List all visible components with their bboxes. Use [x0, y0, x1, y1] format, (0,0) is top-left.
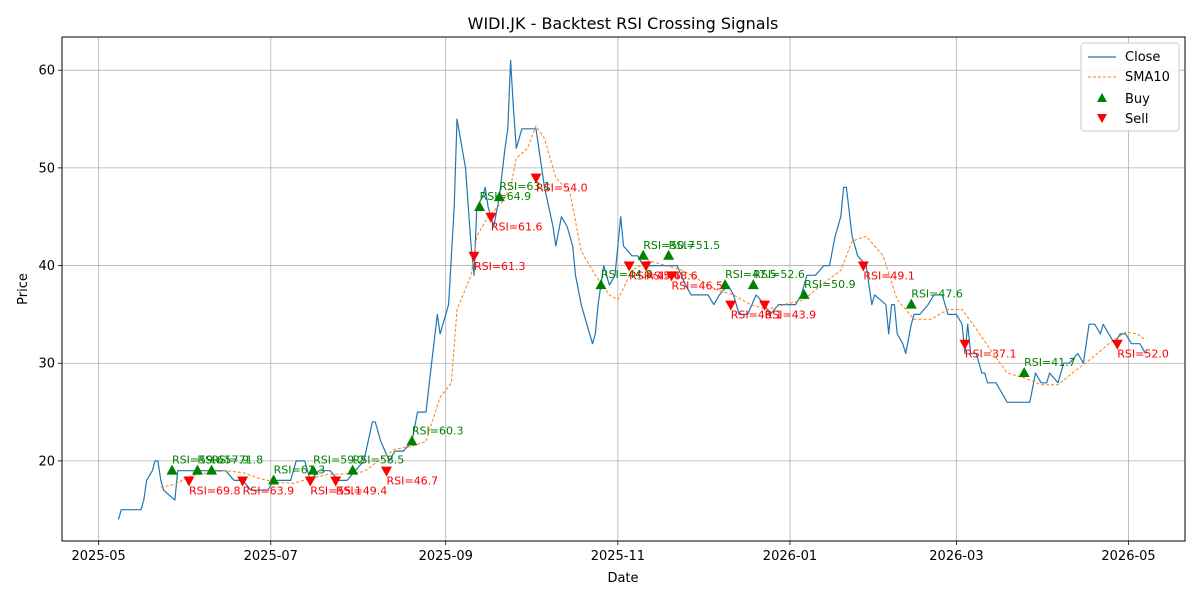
series [117, 59, 1147, 520]
legend-sell-label: Sell [1125, 112, 1148, 127]
buy-signal-label: RSI=59.6 [172, 454, 224, 467]
y-tick-label: 50 [38, 161, 55, 176]
sell-signal-marker [725, 300, 737, 311]
sell-signal-label: RSI=48.6 [646, 270, 698, 283]
sell-signal-label: RSI=45.6 [629, 270, 681, 283]
buy-signal-label: RSI=41.7 [1024, 356, 1076, 369]
legend-buy-label: Buy [1125, 92, 1150, 107]
buy-signal-label: RSI=50.9 [804, 278, 856, 291]
signal-labels: RSI=59.6RSI=57.9RSI=71.8RSI=61.3RSI=59.2… [172, 180, 1169, 497]
buy-signal-label: RSI=47.6 [911, 288, 963, 301]
x-tick-label: 2025-11 [591, 549, 645, 564]
sell-signal-marker [623, 261, 635, 272]
plot-frame [61, 36, 1186, 542]
sell-signal-marker [380, 466, 392, 477]
sell-signal-label: RSI=69.8 [189, 484, 241, 497]
x-axis-label: Date [607, 571, 638, 586]
buy-signal-marker [166, 464, 178, 475]
signal-markers [166, 173, 1123, 487]
sell-signal-marker [1111, 339, 1123, 350]
sell-signal-label: RSI=46.1 [731, 309, 783, 322]
buy-signal-label: RSI=63.1 [499, 180, 551, 193]
sell-signal-marker [183, 476, 195, 487]
buy-signal-label: RSI=64.9 [480, 190, 532, 203]
buy-signal-label: RSI=47.5 [725, 268, 777, 281]
sell-signal-label: RSI=55.1 [310, 484, 362, 497]
y-tick-label: 60 [38, 64, 55, 79]
buy-signal-marker [307, 464, 319, 475]
y-tick-label: 30 [38, 357, 55, 372]
sma10-line [160, 125, 1146, 488]
sell-signal-marker [485, 212, 497, 223]
sell-signal-label: RSI=37.1 [965, 348, 1017, 361]
buy-signal-label: RSI=61.3 [274, 463, 326, 476]
legend-close-label: Close [1125, 50, 1160, 65]
sell-signal-label: RSI=46.7 [386, 475, 438, 488]
y-tick-label: 40 [38, 259, 55, 274]
buy-signal-label: RSI=58.5 [353, 454, 405, 467]
sell-signal-label: RSI=61.6 [491, 221, 543, 234]
buy-signal-marker [747, 279, 759, 290]
sell-signal-label: RSI=61.3 [474, 260, 526, 273]
buy-signal-marker [206, 464, 218, 475]
buy-signal-marker [406, 435, 418, 446]
legend: Close SMA10 Buy Sell [1080, 42, 1180, 132]
x-tick-label: 2025-05 [72, 549, 126, 564]
sell-signal-marker [530, 173, 542, 184]
sell-signal-label: RSI=54.0 [536, 182, 588, 195]
buy-signal-marker [191, 464, 203, 475]
buy-signal-marker [493, 191, 505, 202]
buy-signal-marker [798, 288, 810, 299]
sell-signal-marker [330, 476, 342, 487]
grid [62, 37, 1185, 541]
sell-signal-label: RSI=46.5 [671, 279, 723, 292]
x-tick-label: 2026-05 [1101, 549, 1155, 564]
sell-signal-label: RSI=49.1 [863, 270, 915, 283]
x-tick-label: 2025-07 [244, 549, 298, 564]
buy-signal-marker [719, 279, 731, 290]
legend-box [1080, 42, 1180, 132]
y-tick-label: 20 [38, 454, 55, 469]
chart-title: WIDI.JK - Backtest RSI Crossing Signals [468, 14, 779, 33]
x-tick-label: 2025-09 [419, 549, 473, 564]
x-tick-label: 2026-01 [763, 549, 817, 564]
buy-signal-label: RSI=52.6 [753, 268, 805, 281]
buy-signal-label: RSI=44.8 [601, 268, 653, 281]
sell-signal-label: RSI=49.4 [336, 484, 388, 497]
sell-signal-marker [237, 476, 249, 487]
sell-signal-marker [665, 271, 677, 282]
buy-signal-marker [268, 474, 280, 485]
sell-signal-label: RSI=63.9 [243, 484, 295, 497]
axes: 2025-05 2025-07 2025-09 2025-11 2026-01 2026-… [38, 64, 1155, 564]
close-price-line [117, 59, 1147, 520]
y-axis-label: Price [16, 273, 31, 305]
buy-signal-marker [595, 279, 607, 290]
legend-sell-triangle-icon [1097, 114, 1107, 123]
buy-signal-label: RSI=51.5 [669, 239, 721, 252]
sell-signal-marker [304, 476, 316, 487]
sell-signal-marker [959, 339, 971, 350]
buy-signal-label: RSI=50.7 [643, 239, 695, 252]
buy-signal-label: RSI=57.9 [197, 454, 249, 467]
buy-signal-marker [474, 200, 486, 211]
sell-signal-label: RSI=52.0 [1117, 348, 1169, 361]
buy-signal-marker [663, 249, 675, 260]
sell-signal-marker [640, 261, 652, 272]
x-tick-label: 2026-03 [929, 549, 983, 564]
sell-signal-label: RSI=43.9 [765, 309, 817, 322]
legend-buy-triangle-icon [1097, 93, 1107, 102]
buy-signal-label: RSI=59.2 [313, 454, 365, 467]
buy-signal-marker [905, 298, 917, 309]
sell-signal-marker [468, 251, 480, 262]
buy-signal-marker [637, 249, 649, 260]
legend-sma-label: SMA10 [1125, 70, 1170, 85]
buy-signal-label: RSI=60.3 [412, 424, 464, 437]
buy-signal-marker [1018, 367, 1030, 377]
sell-signal-marker [857, 261, 869, 272]
buy-signal-marker [347, 464, 359, 475]
buy-signal-label: RSI=71.8 [212, 454, 264, 467]
sell-signal-marker [759, 300, 771, 311]
